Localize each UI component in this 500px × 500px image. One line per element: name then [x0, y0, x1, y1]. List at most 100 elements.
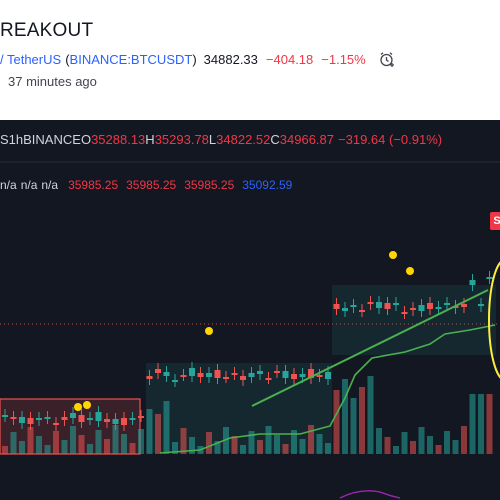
volume-bar [138, 429, 144, 454]
highlight-ellipse [488, 261, 500, 379]
candle-body [172, 380, 178, 382]
candle-body [163, 372, 170, 376]
indicator-na-1: n/a [0, 178, 17, 192]
legend-close: 34966.87 [279, 132, 335, 147]
candle-body [197, 373, 204, 377]
legend-timeframe[interactable]: 1h [8, 132, 24, 147]
candle-body [146, 376, 153, 379]
candle-body [401, 312, 408, 314]
legend-low: 34822.52 [216, 132, 271, 147]
volume-bar [299, 439, 306, 454]
volume-bar [316, 434, 323, 454]
volume-bar [444, 431, 450, 454]
candle-body [44, 417, 51, 419]
candle-body [274, 371, 280, 373]
volume-bar [87, 444, 93, 454]
symbol-quote-row: / TetherUS ( BINANCE:BTCUSDT ) 34882.33 … [0, 50, 396, 68]
volume-bar [274, 435, 280, 454]
range-box-green-1 [146, 363, 332, 453]
volume-bar [282, 444, 289, 454]
candle-body [333, 304, 340, 309]
trend-line [251, 289, 489, 407]
volume-bar [248, 431, 255, 454]
volume-bar [19, 441, 25, 454]
candle-body [248, 373, 255, 377]
candle-body [87, 418, 93, 420]
candle-body [444, 303, 450, 305]
symbol-link[interactable]: BINANCE:BTCUSDT [69, 51, 193, 67]
volume-bar [121, 434, 127, 454]
candle-body [257, 371, 263, 374]
volume-bar [53, 431, 59, 454]
volume-bar [163, 401, 170, 454]
volume-bar [469, 394, 476, 454]
signal-marker [406, 267, 414, 275]
candle-body [478, 304, 484, 306]
candle-body [410, 308, 416, 310]
volume-bar [155, 414, 161, 454]
idea-header: REAKOUT / TetherUS ( BINANCE:BTCUSDT ) 3… [0, 0, 500, 120]
candle-body [342, 308, 348, 311]
indicator-legend: n/a n/a n/a 35985.25 35985.25 35985.25 3… [0, 178, 292, 192]
volume-bar [206, 432, 212, 454]
candle-body [282, 371, 289, 378]
volume-bar [435, 445, 442, 454]
candle-body [155, 369, 161, 373]
price-change: −404.18 [265, 51, 314, 67]
candle-body [461, 304, 467, 307]
candle-body [325, 372, 331, 379]
candle-body [384, 303, 391, 309]
volume-bar [36, 436, 42, 454]
last-price: 34882.33 [203, 51, 258, 67]
volume-bar [376, 428, 382, 454]
candle-body [138, 416, 144, 418]
volume-bar [27, 427, 34, 454]
signal-marker [205, 327, 213, 335]
volume-bar [2, 446, 8, 454]
candle-body [10, 417, 17, 419]
candle-body [299, 374, 306, 377]
indicator-value-3: 35985.25 [184, 178, 235, 192]
candle-body [2, 415, 8, 417]
volume-bar [44, 445, 51, 454]
candle-body [435, 307, 442, 309]
candle-body [223, 377, 229, 379]
alarm-clock-plus-icon[interactable] [378, 50, 396, 68]
candle-body [19, 417, 25, 423]
chart-panel[interactable]: S 1h BINANCE O 35288.13 H 35293.78 L 348… [0, 120, 500, 500]
volume-bar [333, 390, 340, 454]
legend-high-key: H [145, 132, 155, 147]
candlestick-chart[interactable] [0, 120, 500, 500]
indicator-na-3: n/a [41, 178, 59, 192]
pair-name[interactable]: / TetherUS [0, 51, 62, 67]
candle-body [78, 415, 85, 422]
candle-body [308, 369, 314, 378]
volume-bar [359, 387, 365, 454]
candle-body [265, 378, 272, 380]
volume-bar [10, 432, 17, 454]
indicator-value-4: 35092.59 [242, 178, 293, 192]
volume-bar [180, 428, 187, 454]
legend-open: 35288.13 [91, 132, 146, 147]
volume-bar [70, 426, 76, 454]
candle-body [121, 418, 127, 425]
candle-body [104, 419, 110, 422]
candle-body [359, 310, 365, 312]
signal-marker [83, 401, 91, 409]
volume-bar [104, 439, 110, 454]
legend-symbol[interactable]: S [0, 132, 9, 147]
volume-bar [367, 376, 374, 454]
candle-body [469, 280, 476, 285]
volume-bar [214, 441, 221, 454]
candle-body [61, 417, 68, 420]
candle-body [367, 302, 374, 304]
volume-bar [223, 427, 229, 454]
candle-body [214, 370, 221, 378]
volume-bar [393, 446, 399, 454]
candle-body [53, 423, 59, 425]
volume-bar [308, 425, 314, 454]
candle-body [189, 368, 195, 376]
legend-high: 35293.78 [154, 132, 209, 147]
candle-body [70, 413, 76, 418]
volume-bar [427, 436, 433, 454]
